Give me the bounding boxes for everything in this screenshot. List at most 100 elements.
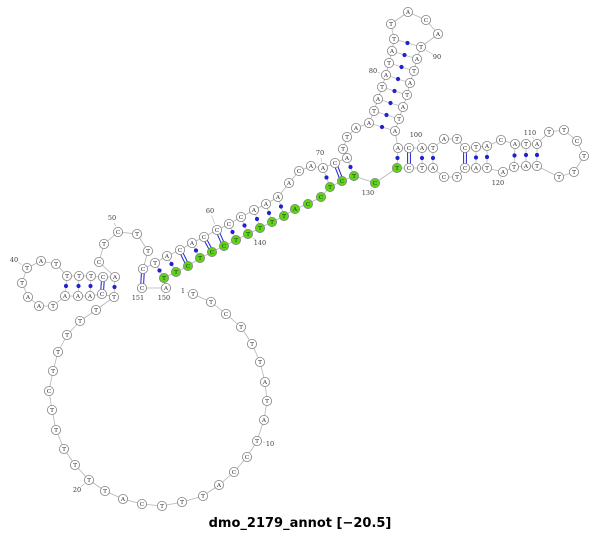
base-letter: T [209,300,213,306]
base-letter: T [180,500,184,506]
nucleotide [521,138,532,149]
nucleotide [470,141,481,152]
structure-layer: TTCTTTATATCCATTTCATTTTTTCTTTTTTCAAATAATT… [10,7,590,511]
base-letter: C [333,161,338,167]
base-letter: A [534,142,540,148]
base-letter: T [380,85,384,91]
nucleotide [176,496,187,507]
nucleotide [260,198,271,209]
position-label: 10 [266,440,274,448]
nucleotide [205,296,216,307]
base-letter: C [340,179,345,185]
base-letter: T [191,292,195,298]
base-letter: C [319,195,324,201]
base-letter: A [275,195,281,201]
annotated-nucleotide [254,222,265,233]
base-letter: T [512,165,516,171]
nucleotide [451,133,462,144]
base-letter: C [245,455,250,461]
nucleotide [246,338,257,349]
base-letter: T [146,249,150,255]
base-letter: A [189,241,195,247]
annotated-nucleotide [170,266,181,277]
base-letter: C [297,169,302,175]
nucleotide [51,424,62,435]
label-tick [377,72,381,74]
bond-dot [430,155,436,161]
position-label: 80 [369,67,377,75]
nucleotide [86,270,97,281]
base-letter: T [582,154,586,160]
nucleotide [228,466,239,477]
base-letter: T [87,478,91,484]
base-letter: A [320,166,326,172]
base-letter: T [412,69,416,75]
base-letter: C [186,264,191,270]
nucleotide [48,300,59,311]
nucleotide [427,162,438,173]
nucleotide [251,435,262,446]
base-letter: T [547,130,551,136]
nucleotide [470,162,481,173]
nucleotide [59,443,70,454]
nucleotide [497,166,508,177]
nucleotide [235,211,246,222]
base-letter: T [419,45,423,51]
bond-dot [399,64,404,70]
nucleotide [329,157,340,168]
base-letter: T [62,447,66,453]
nucleotide [403,162,414,173]
base-letter: A [473,166,479,172]
nucleotide [402,7,413,17]
nucleotide [451,171,462,182]
base-letter: A [292,207,298,213]
base-letter: T [258,360,262,366]
base-letter: A [308,164,314,170]
base-letter: A [419,146,425,152]
base-letter: C [100,292,105,298]
annotated-nucleotide [348,170,359,181]
nucleotide [241,451,252,462]
nucleotide [187,288,198,299]
base-letter: A [163,286,169,292]
base-letter: C [224,312,229,318]
nucleotide [416,162,427,173]
annotated-nucleotide [302,198,313,209]
nucleotide [62,329,73,340]
nucleotide [48,365,59,376]
bond-dot [157,268,162,273]
position-label: 70 [316,149,324,157]
base-letter: A [435,32,441,38]
nucleotide [118,493,129,504]
label-tick [211,215,216,225]
annotated-nucleotide [315,191,326,202]
position-label: 1 [181,287,185,295]
base-letter: T [455,175,459,181]
nucleotide [393,114,404,125]
base-letter: C [232,470,237,476]
base-letter: T [328,185,332,191]
nucleotide [579,150,590,161]
base-letter: T [270,220,274,226]
nucleotide [197,490,208,501]
base-letter: A [375,97,381,103]
nucleotide [85,290,96,301]
nucleotide [70,459,81,470]
base-letter: T [352,174,356,180]
nucleotide [258,414,269,425]
nucleotide [131,228,142,239]
annotated-nucleotide [194,252,205,263]
nucleotide [408,66,419,77]
base-letter: T [239,325,243,331]
bond-dot [402,52,407,58]
nucleotide [235,321,246,332]
label-tick [417,139,420,143]
base-letter: A [389,49,395,55]
bond-dot [484,154,490,160]
nucleotide [416,142,427,153]
base-letter: T [535,164,539,170]
base-letter: T [474,145,478,151]
position-label: 130 [362,189,374,197]
